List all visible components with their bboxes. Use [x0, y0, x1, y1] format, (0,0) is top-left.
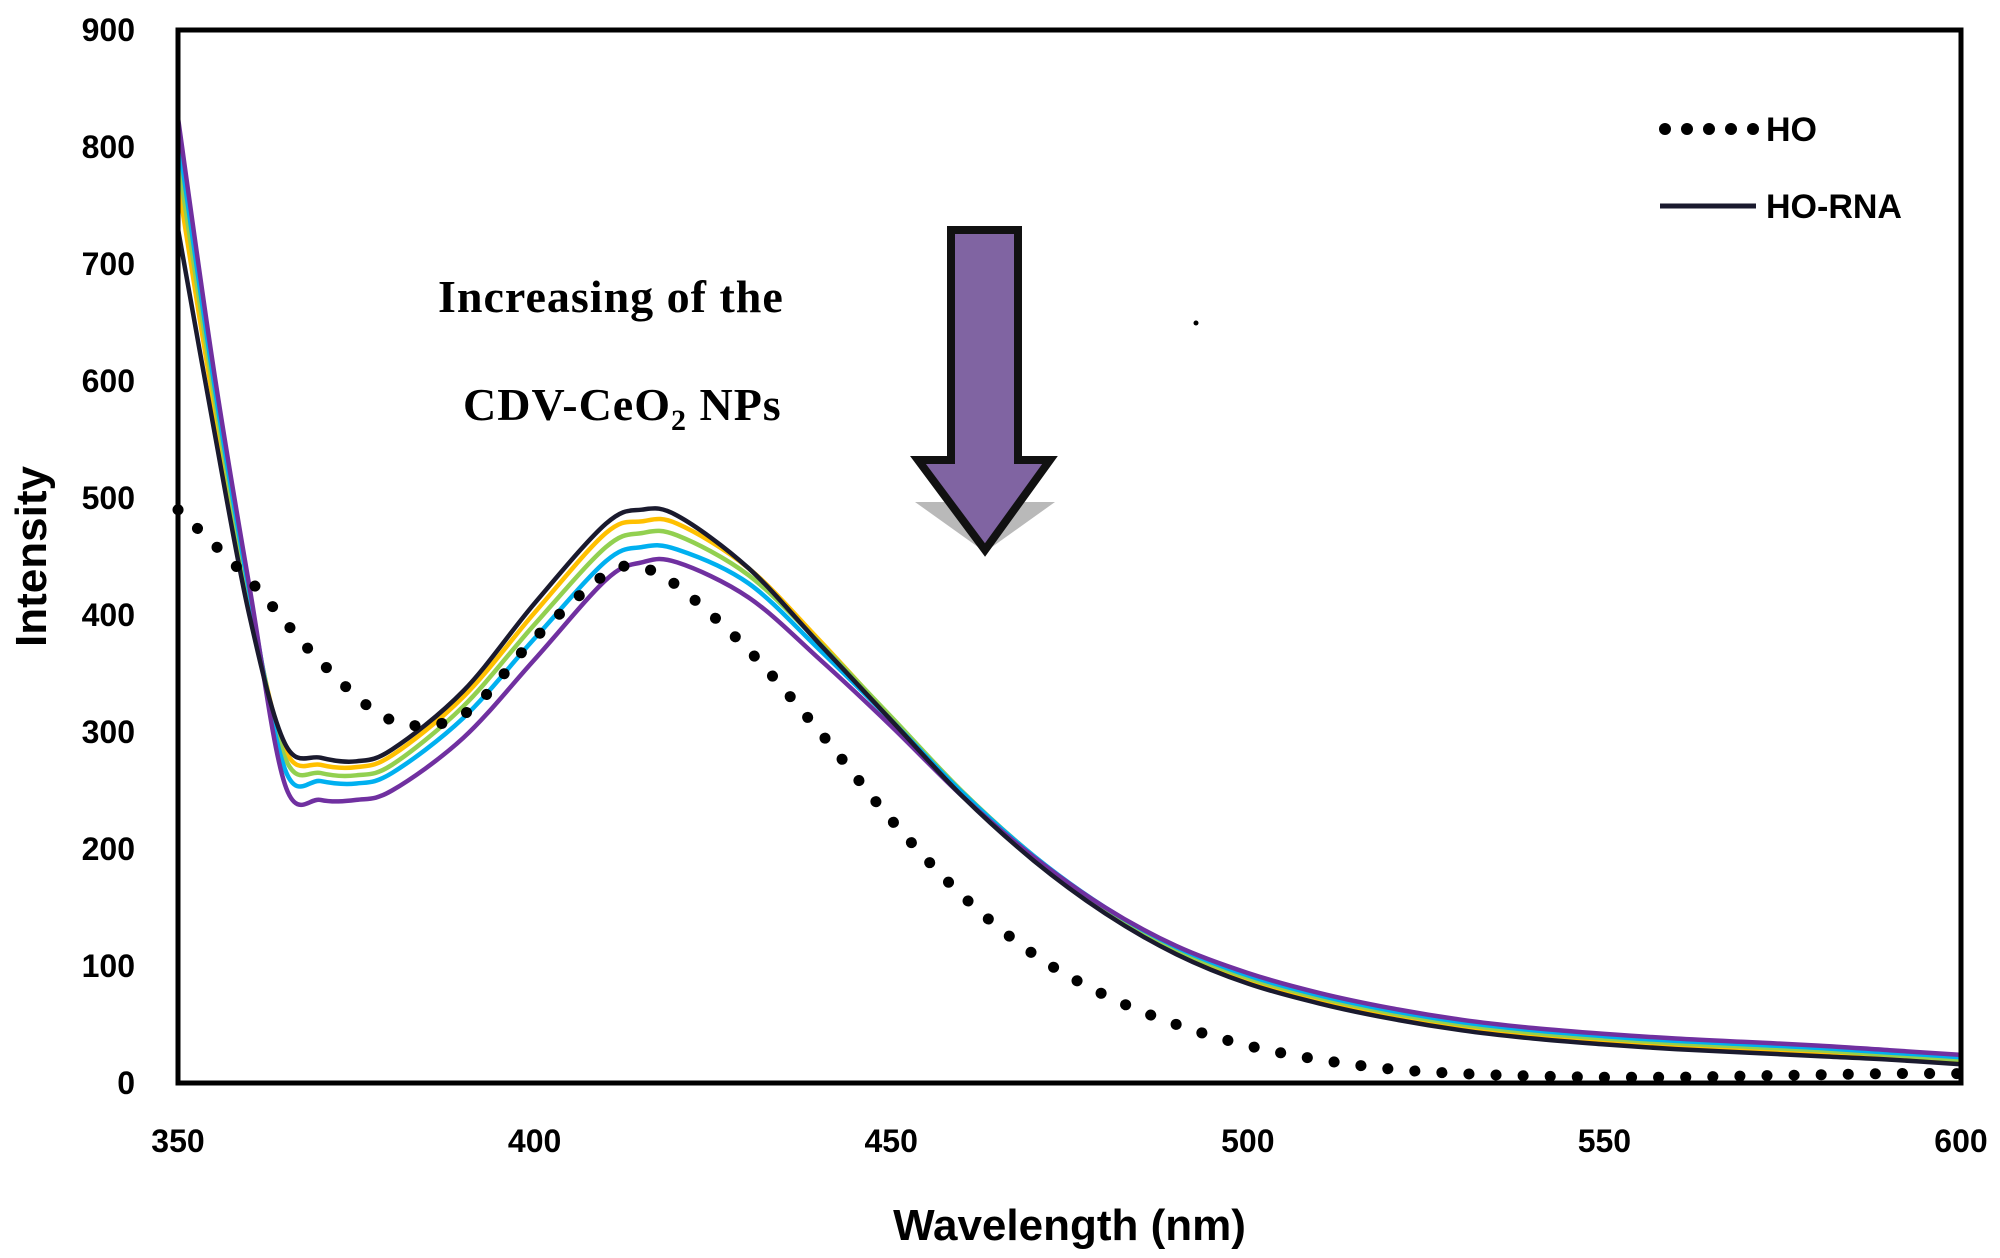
x-axis-title: Wavelength (nm) — [893, 1201, 1246, 1250]
stray-dot — [1193, 320, 1199, 326]
down-arrow-icon — [910, 226, 1058, 557]
legend-dot — [1659, 123, 1671, 135]
legend-item-ho-rna: HO-RNA — [1660, 188, 1902, 226]
y-axis-ticks: 0 100 200 300 400 500 600 700 800 900 — [82, 12, 135, 1101]
x-tick-label: 600 — [1934, 1123, 1987, 1159]
legend: HO HO-RNA — [1659, 111, 1902, 226]
y-axis-title: Intensity — [7, 466, 56, 647]
x-tick-label: 350 — [151, 1123, 204, 1159]
y-tick-label: 300 — [82, 714, 135, 750]
annotation-line-2: CDV-CeO2 NPs — [463, 379, 782, 437]
series-layer — [172, 117, 1967, 1083]
x-tick-label: 500 — [1221, 1123, 1274, 1159]
legend-dot — [1681, 123, 1693, 135]
y-tick-label: 600 — [82, 363, 135, 399]
y-tick-label: 700 — [82, 246, 135, 282]
series-line-titration-4 — [175, 117, 1962, 1058]
y-tick-label: 500 — [82, 480, 135, 516]
legend-dot — [1747, 123, 1759, 135]
legend-dot — [1703, 123, 1715, 135]
y-tick-label: 100 — [82, 948, 135, 984]
annotation-line-1: Increasing of the — [438, 271, 784, 322]
x-tick-label: 400 — [508, 1123, 561, 1159]
x-tick-label: 550 — [1578, 1123, 1631, 1159]
plot-frame — [175, 27, 1964, 1086]
legend-item-ho: HO — [1659, 111, 1817, 149]
y-tick-label: 800 — [82, 129, 135, 165]
series-line-ho-rna — [175, 228, 1962, 1067]
legend-label-ho: HO — [1766, 111, 1817, 149]
series-line-ho — [172, 504, 1967, 1083]
annotation: Increasing of the CDV-CeO2 NPs — [438, 226, 1199, 557]
y-tick-label: 900 — [82, 12, 135, 48]
y-tick-label: 400 — [82, 597, 135, 633]
legend-label-ho-rna: HO-RNA — [1766, 188, 1902, 226]
x-axis-ticks: 350 400 450 500 550 600 — [151, 1123, 1987, 1159]
y-tick-label: 0 — [117, 1065, 135, 1101]
y-tick-label: 200 — [82, 831, 135, 867]
legend-dot — [1725, 123, 1737, 135]
legend-dotted-swatch — [1659, 123, 1759, 135]
x-tick-label: 450 — [865, 1123, 918, 1159]
